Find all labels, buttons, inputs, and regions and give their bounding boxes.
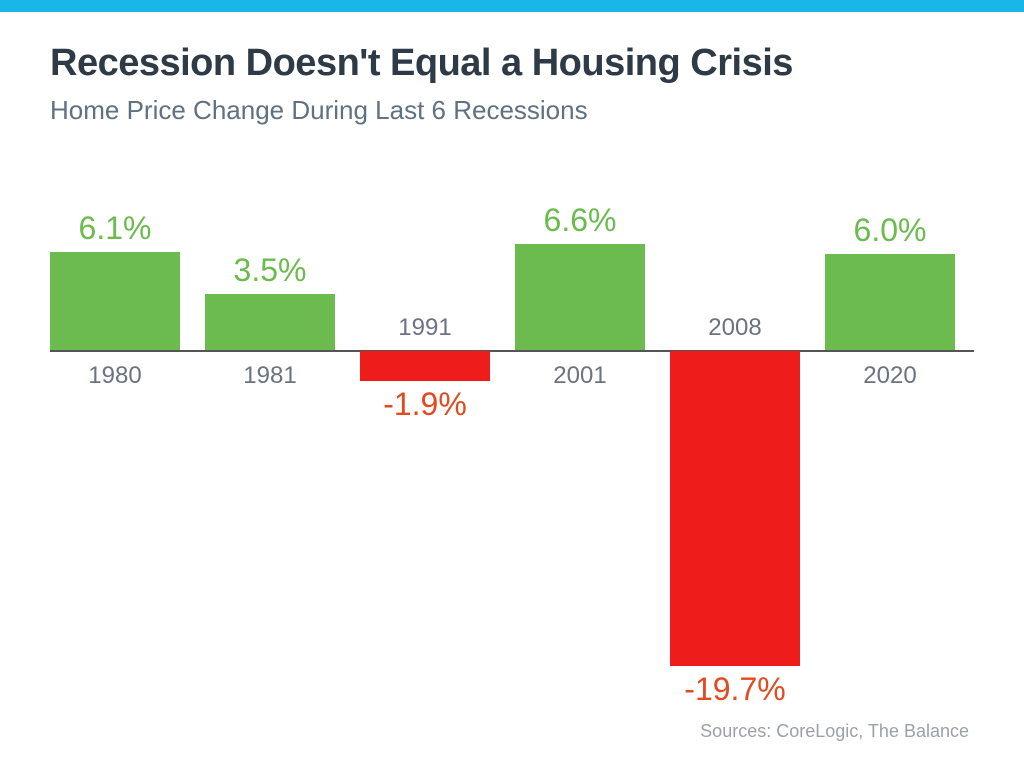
bar-positive: [205, 294, 335, 350]
bar-value-label: -19.7%: [644, 671, 826, 708]
header-block: Recession Doesn't Equal a Housing Crisis…: [0, 12, 1024, 126]
accent-bar: [0, 0, 1024, 12]
bar-slot: 6.6%2001: [515, 190, 645, 690]
bar-positive: [50, 252, 180, 350]
chart-title: Recession Doesn't Equal a Housing Crisis: [50, 42, 974, 85]
bar-value-label: 6.0%: [799, 212, 981, 249]
bar-positive: [515, 244, 645, 350]
bar-value-label: -1.9%: [334, 386, 516, 423]
sources-text: Sources: CoreLogic, The Balance: [700, 721, 969, 742]
bar-year-label: 1991: [334, 314, 516, 342]
bar-chart: 6.1%19803.5%1981-1.9%19916.6%2001-19.7%2…: [50, 190, 974, 690]
bar-slot: 3.5%1981: [205, 190, 335, 690]
bar-year-label: 2008: [644, 314, 826, 342]
bar-value-label: 6.6%: [489, 202, 671, 239]
page-root: Recession Doesn't Equal a Housing Crisis…: [0, 0, 1024, 768]
bar-slot: 6.1%1980: [50, 190, 180, 690]
bar-value-label: 6.1%: [24, 210, 206, 247]
bar-value-label: 3.5%: [179, 252, 361, 289]
bar-year-label: 2001: [489, 362, 671, 390]
bar-negative: [360, 351, 490, 381]
bar-year-label: 2020: [799, 362, 981, 390]
bar-slot: 6.0%2020: [825, 190, 955, 690]
bar-slot: -1.9%1991: [360, 190, 490, 690]
bar-negative: [670, 351, 800, 666]
bar-positive: [825, 254, 955, 350]
chart-subtitle: Home Price Change During Last 6 Recessio…: [50, 95, 974, 126]
bar-slot: -19.7%2008: [670, 190, 800, 690]
